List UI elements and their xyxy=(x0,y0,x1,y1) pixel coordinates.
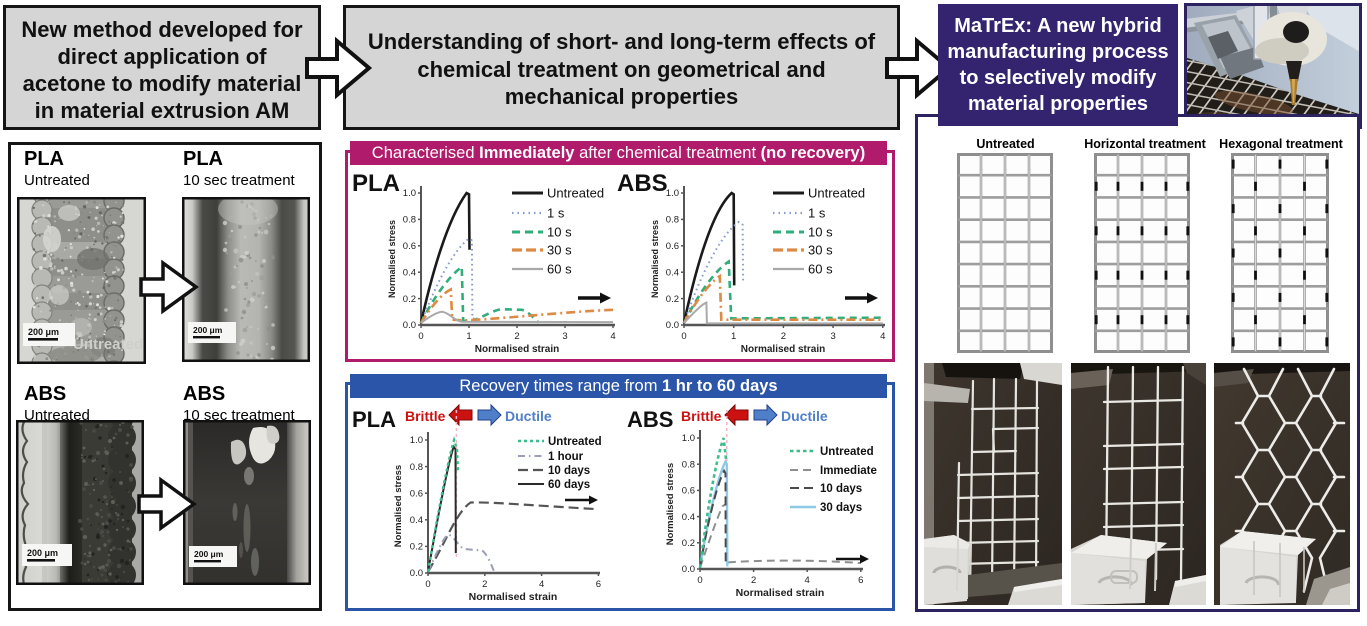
svg-text:Normalised strain: Normalised strain xyxy=(741,344,825,355)
svg-text:0.4: 0.4 xyxy=(410,515,423,526)
svg-text:Untreated: Untreated xyxy=(547,186,604,201)
svg-text:2: 2 xyxy=(751,575,756,586)
svg-text:3: 3 xyxy=(562,331,567,342)
svg-text:Normalised stress: Normalised stress xyxy=(387,220,397,298)
svg-text:0.8: 0.8 xyxy=(666,215,679,226)
svg-text:0.8: 0.8 xyxy=(682,459,695,470)
svg-text:4: 4 xyxy=(539,579,544,590)
svg-text:10 days: 10 days xyxy=(548,465,590,477)
svg-text:0.6: 0.6 xyxy=(666,241,679,252)
svg-text:30 days: 30 days xyxy=(820,502,862,514)
svg-text:Ductile: Ductile xyxy=(781,408,828,424)
svg-text:1 s: 1 s xyxy=(547,206,565,221)
svg-text:0.6: 0.6 xyxy=(403,241,416,252)
svg-text:0.0: 0.0 xyxy=(682,564,695,575)
svg-text:4: 4 xyxy=(610,331,615,342)
svg-text:0.4: 0.4 xyxy=(666,267,679,278)
svg-text:0.2: 0.2 xyxy=(682,538,695,549)
svg-text:Untreated: Untreated xyxy=(820,446,874,458)
svg-text:1 hour: 1 hour xyxy=(548,451,584,463)
svg-text:0.4: 0.4 xyxy=(682,512,695,523)
svg-text:200 μm: 200 μm xyxy=(193,325,223,335)
svg-text:Normalised strain: Normalised strain xyxy=(736,587,825,599)
svg-text:Normalised stress: Normalised stress xyxy=(650,220,660,298)
svg-text:60 days: 60 days xyxy=(548,479,590,491)
svg-text:0: 0 xyxy=(418,331,423,342)
svg-text:0.0: 0.0 xyxy=(410,568,423,579)
svg-text:ABS: ABS xyxy=(627,407,673,432)
svg-text:200 μm: 200 μm xyxy=(194,549,224,559)
svg-text:Normalised strain: Normalised strain xyxy=(469,591,558,603)
svg-text:200 μm: 200 μm xyxy=(28,327,59,337)
svg-text:0.0: 0.0 xyxy=(403,320,416,331)
svg-text:0.8: 0.8 xyxy=(410,462,423,473)
svg-text:1 s: 1 s xyxy=(808,206,826,221)
svg-text:1.0: 1.0 xyxy=(666,188,679,199)
svg-text:60 s: 60 s xyxy=(808,262,833,277)
svg-text:6: 6 xyxy=(596,579,601,590)
svg-text:PLA: PLA xyxy=(352,170,400,197)
svg-text:Brittle: Brittle xyxy=(681,408,722,424)
svg-text:10 days: 10 days xyxy=(820,483,862,495)
svg-text:0: 0 xyxy=(425,579,430,590)
svg-text:2: 2 xyxy=(514,331,519,342)
svg-text:Normalised strain: Normalised strain xyxy=(475,344,559,355)
svg-text:Normalised stress: Normalised stress xyxy=(393,465,404,547)
svg-text:0.0: 0.0 xyxy=(666,320,679,331)
svg-text:Untreated: Untreated xyxy=(73,336,143,353)
svg-text:1.0: 1.0 xyxy=(403,188,416,199)
svg-text:2: 2 xyxy=(781,331,786,342)
svg-text:3: 3 xyxy=(830,331,835,342)
svg-text:1: 1 xyxy=(731,331,736,342)
svg-text:Normalised stress: Normalised stress xyxy=(665,463,676,545)
svg-text:0.2: 0.2 xyxy=(403,294,416,305)
svg-text:10 s: 10 s xyxy=(547,225,572,240)
svg-text:1: 1 xyxy=(466,331,471,342)
svg-text:Brittle: Brittle xyxy=(405,408,446,424)
svg-text:0.2: 0.2 xyxy=(666,294,679,305)
svg-text:1.0: 1.0 xyxy=(682,433,695,444)
svg-text:10 s: 10 s xyxy=(808,225,833,240)
svg-text:30 s: 30 s xyxy=(547,243,572,258)
svg-text:Immediate: Immediate xyxy=(820,465,877,477)
svg-text:Ductile: Ductile xyxy=(505,408,552,424)
svg-text:0.8: 0.8 xyxy=(403,215,416,226)
svg-text:0.6: 0.6 xyxy=(682,486,695,497)
svg-text:0.4: 0.4 xyxy=(403,267,416,278)
svg-text:30 s: 30 s xyxy=(808,243,833,258)
svg-text:2: 2 xyxy=(482,579,487,590)
svg-text:4: 4 xyxy=(880,331,885,342)
svg-text:6: 6 xyxy=(858,575,863,586)
svg-text:PLA: PLA xyxy=(352,407,396,432)
svg-text:60 s: 60 s xyxy=(547,262,572,277)
svg-text:200 μm: 200 μm xyxy=(27,548,58,558)
svg-text:0: 0 xyxy=(681,331,686,342)
svg-text:0.6: 0.6 xyxy=(410,488,423,499)
svg-text:0.2: 0.2 xyxy=(410,542,423,553)
svg-text:ABS: ABS xyxy=(617,170,668,197)
svg-text:0: 0 xyxy=(697,575,702,586)
svg-text:Untreated: Untreated xyxy=(808,186,865,201)
svg-text:4: 4 xyxy=(805,575,810,586)
svg-text:Untreated: Untreated xyxy=(548,436,602,448)
svg-text:1.0: 1.0 xyxy=(410,435,423,446)
